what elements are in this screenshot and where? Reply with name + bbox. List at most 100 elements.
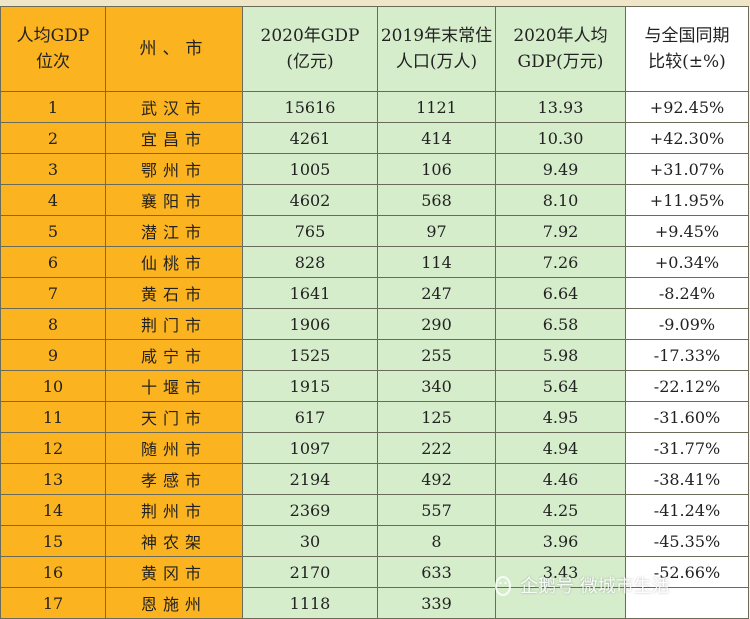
- cell-per-capita-gdp: 9.49: [495, 153, 626, 185]
- cell-compare: +42.30%: [625, 122, 749, 154]
- cell-per-capita-gdp: 5.98: [495, 339, 626, 371]
- cell-compare: +0.34%: [625, 246, 749, 278]
- watermark: 企鹅号 微城市生活: [492, 572, 742, 598]
- cell-population: 414: [377, 122, 496, 154]
- cell-per-capita-gdp: [495, 587, 626, 619]
- table-row: 2 宜昌市 4261 414 10.30 +42.30%: [0, 122, 749, 154]
- cell-per-capita-gdp: 7.26: [495, 246, 626, 278]
- cell-rank: 13: [0, 463, 106, 495]
- cell-city: 天门市: [105, 401, 243, 433]
- cell-city: 咸宁市: [105, 339, 243, 371]
- cell-per-capita-gdp: 6.64: [495, 277, 626, 309]
- cell-rank: 2: [0, 122, 106, 154]
- cell-gdp: 2369: [242, 494, 378, 526]
- cell-city: 荆门市: [105, 308, 243, 340]
- cell-per-capita-gdp: 13.93: [495, 91, 626, 123]
- table-row: 8 荆门市 1906 290 6.58 -9.09%: [0, 308, 749, 340]
- cell-gdp: 1525: [242, 339, 378, 371]
- cell-city: 恩施州: [105, 587, 243, 619]
- header-population: 2019年末常住 人口(万人): [377, 6, 496, 92]
- cell-city: 荆州市: [105, 494, 243, 526]
- cell-gdp: 15616: [242, 91, 378, 123]
- top-strip: [0, 0, 750, 6]
- table-row: 16 黄冈市 2170 633 3.43 -52.66%: [0, 556, 749, 588]
- cell-population: 106: [377, 153, 496, 185]
- cell-gdp: 1097: [242, 432, 378, 464]
- cell-rank: 12: [0, 432, 106, 464]
- cell-rank: 8: [0, 308, 106, 340]
- cell-gdp: 1118: [242, 587, 378, 619]
- cell-gdp: 617: [242, 401, 378, 433]
- cell-population: 114: [377, 246, 496, 278]
- cell-compare: -22.12%: [625, 370, 749, 402]
- cell-compare: +11.95%: [625, 184, 749, 216]
- cell-gdp: 2194: [242, 463, 378, 495]
- table-row: 13 孝感市 2194 492 4.46 -38.41%: [0, 463, 749, 495]
- cell-rank: 1: [0, 91, 106, 123]
- cell-city: 潜江市: [105, 215, 243, 247]
- cell-per-capita-gdp: 5.64: [495, 370, 626, 402]
- cell-per-capita-gdp: 4.95: [495, 401, 626, 433]
- header-city: 州、市: [105, 6, 243, 92]
- table-row: 3 鄂州市 1005 106 9.49 +31.07%: [0, 153, 749, 185]
- cell-compare: -31.77%: [625, 432, 749, 464]
- table-row: 10 十堰市 1915 340 5.64 -22.12%: [0, 370, 749, 402]
- cell-population: 290: [377, 308, 496, 340]
- cell-city: 十堰市: [105, 370, 243, 402]
- cell-gdp: 1906: [242, 308, 378, 340]
- cell-city: 鄂州市: [105, 153, 243, 185]
- cell-population: 339: [377, 587, 496, 619]
- cell-city: 武汉市: [105, 91, 243, 123]
- cell-rank: 16: [0, 556, 106, 588]
- table-row: 17 恩施州 1118 339: [0, 587, 749, 619]
- cell-rank: 17: [0, 587, 106, 619]
- cell-population: 8: [377, 525, 496, 557]
- cell-population: 340: [377, 370, 496, 402]
- cell-rank: 3: [0, 153, 106, 185]
- cell-compare: -52.66%: [625, 556, 749, 588]
- cell-gdp: 1915: [242, 370, 378, 402]
- table-row: 6 仙桃市 828 114 7.26 +0.34%: [0, 246, 749, 278]
- cell-compare: -8.24%: [625, 277, 749, 309]
- table-row: 4 襄阳市 4602 568 8.10 +11.95%: [0, 184, 749, 216]
- cell-rank: 9: [0, 339, 106, 371]
- cell-per-capita-gdp: 6.58: [495, 308, 626, 340]
- cell-population: 255: [377, 339, 496, 371]
- cell-per-capita-gdp: 4.94: [495, 432, 626, 464]
- header-per-capita-gdp: 2020年人均 GDP(万元): [495, 6, 626, 92]
- cell-per-capita-gdp: 3.96: [495, 525, 626, 557]
- header-compare: 与全国同期 比较(±%): [625, 6, 749, 92]
- table-row: 12 随州市 1097 222 4.94 -31.77%: [0, 432, 749, 464]
- cell-population: 247: [377, 277, 496, 309]
- cell-city: 随州市: [105, 432, 243, 464]
- watermark-text: 企鹅号 微城市生活: [520, 576, 670, 597]
- cell-rank: 10: [0, 370, 106, 402]
- cell-compare: [625, 587, 749, 619]
- cell-population: 568: [377, 184, 496, 216]
- cell-per-capita-gdp: 4.46: [495, 463, 626, 495]
- cell-gdp: 828: [242, 246, 378, 278]
- cell-population: 633: [377, 556, 496, 588]
- table-row: 14 荆州市 2369 557 4.25 -41.24%: [0, 494, 749, 526]
- cell-rank: 14: [0, 494, 106, 526]
- cell-gdp: 4602: [242, 184, 378, 216]
- header-gdp: 2020年GDP (亿元): [242, 6, 378, 92]
- header-rank: 人均GDP 位次: [0, 6, 106, 92]
- header-row: 人均GDP 位次 州、市 2020年GDP (亿元) 2019年末常住 人口(万…: [0, 6, 749, 92]
- cell-gdp: 1641: [242, 277, 378, 309]
- cell-rank: 7: [0, 277, 106, 309]
- cell-rank: 5: [0, 215, 106, 247]
- cell-compare: -45.35%: [625, 525, 749, 557]
- cell-compare: +31.07%: [625, 153, 749, 185]
- cell-city: 黄石市: [105, 277, 243, 309]
- cell-population: 222: [377, 432, 496, 464]
- cell-per-capita-gdp: 4.25: [495, 494, 626, 526]
- table-row: 9 咸宁市 1525 255 5.98 -17.33%: [0, 339, 749, 371]
- cell-rank: 11: [0, 401, 106, 433]
- cell-rank: 4: [0, 184, 106, 216]
- cell-gdp: 30: [242, 525, 378, 557]
- gdp-table: 人均GDP 位次 州、市 2020年GDP (亿元) 2019年末常住 人口(万…: [0, 6, 749, 619]
- cell-gdp: 4261: [242, 122, 378, 154]
- cell-population: 97: [377, 215, 496, 247]
- cell-city: 孝感市: [105, 463, 243, 495]
